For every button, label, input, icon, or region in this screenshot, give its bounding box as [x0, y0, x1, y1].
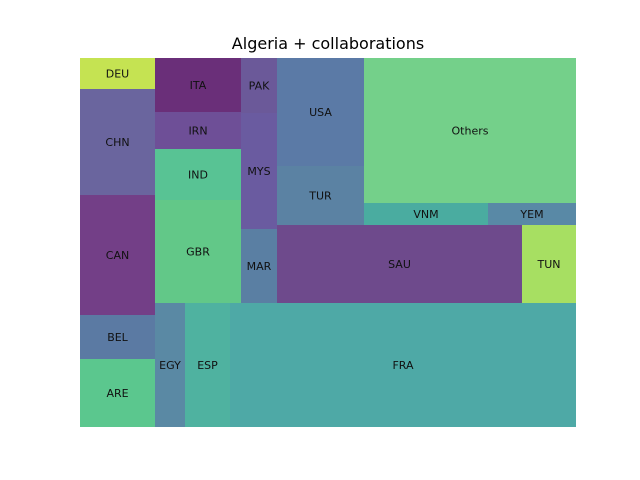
- treemap-cell-esp: [185, 303, 230, 427]
- treemap-label-are: ARE: [106, 387, 128, 400]
- treemap-label-tun: TUN: [537, 258, 561, 271]
- treemap-label-can: CAN: [106, 249, 129, 262]
- treemap-cell-tur: [277, 166, 364, 225]
- treemap-label-yem: YEM: [519, 208, 543, 221]
- treemap-label-tur: TUR: [308, 190, 332, 203]
- treemap-cell-chn: [80, 89, 155, 195]
- treemap-label-egy: EGY: [159, 359, 181, 372]
- treemap-label-others: Others: [452, 125, 489, 138]
- treemap-cell-fra: [230, 303, 576, 427]
- treemap-label-esp: ESP: [197, 359, 218, 372]
- treemap-cell-bel: [80, 315, 155, 359]
- treemap-label-deu: DEU: [106, 68, 129, 81]
- treemap-cell-usa: [277, 58, 364, 166]
- treemap-cell-others: [364, 58, 576, 203]
- treemap-label-vnm: VNM: [413, 208, 438, 221]
- treemap-cell-deu: [80, 58, 155, 89]
- treemap-cell-irn: [155, 112, 241, 149]
- treemap-label-mar: MAR: [247, 260, 272, 273]
- treemap-cells: DEU CHN CAN BEL ARE ITA IRN IND GBR PAK MYS MAR USA T…: [80, 58, 576, 427]
- treemap-label-usa: USA: [309, 106, 332, 119]
- treemap-label-ita: ITA: [190, 79, 207, 92]
- treemap-label-mys: MYS: [247, 165, 270, 178]
- treemap-label-pak: PAK: [249, 80, 270, 93]
- treemap-label-sau: SAU: [388, 258, 411, 271]
- treemap-label-ind: IND: [188, 169, 208, 182]
- treemap-cell-mar: [241, 229, 277, 303]
- treemap-cell-are: [80, 359, 155, 427]
- treemap-cell-ind: [155, 149, 241, 200]
- treemap-label-bel: BEL: [107, 331, 128, 344]
- treemap-cell-mys: [241, 113, 277, 229]
- treemap-label-chn: CHN: [105, 136, 129, 149]
- chart-title: Algeria + collaborations: [232, 34, 424, 53]
- treemap-cell-tun: [522, 225, 576, 303]
- treemap-cell-can: [80, 195, 155, 315]
- treemap-cell-gbr: [155, 200, 241, 303]
- treemap-cell-egy: [155, 303, 185, 427]
- treemap-cell-yem: [488, 203, 576, 225]
- treemap-cell-ita: [155, 58, 241, 112]
- treemap-cell-vnm: [364, 203, 488, 225]
- treemap-cell-sau: [277, 225, 522, 303]
- treemap-label-gbr: GBR: [186, 246, 210, 259]
- treemap-label-fra: FRA: [392, 359, 414, 372]
- treemap-cell-pak: [241, 58, 277, 113]
- treemap-label-irn: IRN: [188, 125, 207, 138]
